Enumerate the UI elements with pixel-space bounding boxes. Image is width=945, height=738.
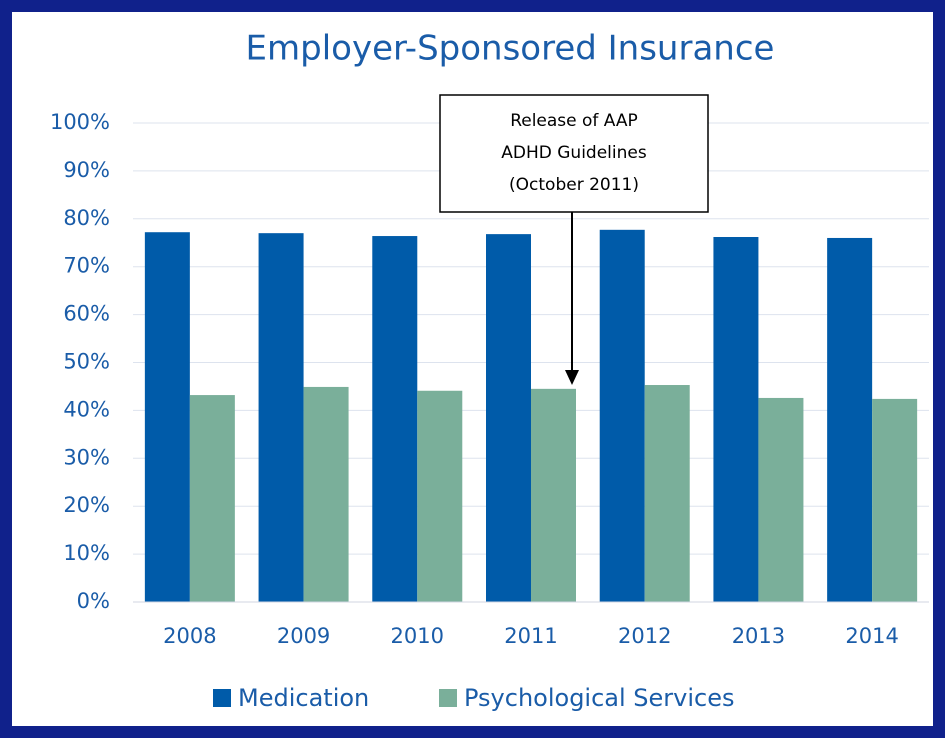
legend-swatch [213,689,231,707]
y-tick-label: 40% [63,397,110,421]
legend-label: Medication [238,684,369,712]
x-tick-label: 2008 [163,624,216,648]
bar [531,388,576,602]
bar [872,398,918,602]
legend-swatch [439,689,457,707]
y-tick-label: 10% [63,541,110,565]
y-tick-label: 80% [63,206,110,230]
bar [599,229,645,602]
annotation-text: (October 2011) [509,175,639,195]
y-tick-label: 50% [63,350,110,374]
x-tick-label: 2014 [845,624,898,648]
bar [713,237,759,602]
annotation-box [439,94,709,213]
y-tick-label: 60% [63,302,110,326]
bar [758,397,804,602]
x-tick-label: 2013 [732,624,785,648]
y-tick-label: 20% [63,493,110,517]
bar [303,386,349,602]
bar [486,234,531,603]
y-tick-label: 100% [50,110,110,134]
y-tick-label: 70% [63,254,110,278]
y-tick-label: 30% [63,445,110,469]
x-tick-label: 2009 [277,624,330,648]
annotation-text: Release of AAP [510,111,638,131]
bar [144,232,190,602]
x-tick-label: 2012 [618,624,671,648]
y-tick-label: 90% [63,158,110,182]
bar [372,236,418,602]
x-tick-label: 2010 [391,624,444,648]
bar [189,395,235,602]
y-tick-label: 0% [77,589,110,613]
chart-title: Employer-Sponsored Insurance [246,29,775,69]
annotation-text: ADHD Guidelines [501,143,647,163]
bar [258,233,304,603]
x-tick-label: 2011 [504,624,557,648]
bar [417,390,463,602]
arrow-head [565,370,579,385]
bar [644,385,690,602]
legend-label: Psychological Services [464,684,735,712]
bar [827,237,873,602]
